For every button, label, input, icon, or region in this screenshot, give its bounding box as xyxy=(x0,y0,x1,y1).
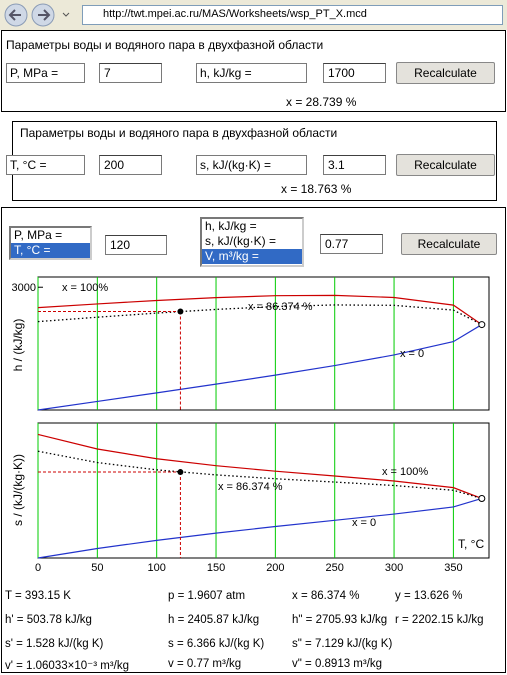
nav-buttons[interactable] xyxy=(0,0,80,30)
list-item[interactable]: P, MPa = xyxy=(14,228,63,242)
result: x = 28.739 % xyxy=(286,95,357,109)
param-list[interactable]: h, kJ/kg = s, kJ/(kg·K) = V, m³/kg = xyxy=(200,217,304,267)
panel-title: Параметры воды и водяного пара в двухфаз… xyxy=(20,126,338,140)
input[interactable]: 120 xyxy=(105,235,167,255)
calc-panel xyxy=(1,207,506,673)
input[interactable]: 7 xyxy=(99,63,162,83)
recalculate-button[interactable]: Recalculate xyxy=(396,62,495,84)
select[interactable]: P, MPa = xyxy=(6,63,85,83)
result-value: h' = 503.78 kJ/kg xyxy=(5,614,92,626)
result-value: v' = 1.06033×10⁻³ m³/kg xyxy=(5,660,129,672)
result-value: T = 393.15 K xyxy=(5,590,71,602)
select[interactable]: s, kJ/(kg·K) = xyxy=(196,155,307,175)
result-value: h" = 2705.93 kJ/kg xyxy=(292,614,388,626)
browser-bar: http://twt.mpei.ac.ru/MAS/Worksheets/wsp… xyxy=(0,0,507,30)
input[interactable]: 0.77 xyxy=(320,234,383,254)
result-value: v = 0.77 m³/kg xyxy=(168,658,242,670)
address-bar[interactable]: http://twt.mpei.ac.ru/MAS/Worksheets/wsp… xyxy=(82,5,503,25)
result-value: s = 6.366 kJ/(kg K) xyxy=(168,638,265,650)
result-value: r = 2202.15 kJ/kg xyxy=(395,614,484,626)
result-value: y = 13.626 % xyxy=(395,590,463,602)
result-value: h = 2405.87 kJ/kg xyxy=(168,614,260,626)
url: http://twt.mpei.ac.ru/MAS/Worksheets/wsp… xyxy=(103,8,367,20)
result: x = 18.763 % xyxy=(281,182,352,196)
list-item[interactable]: V, m³/kg = xyxy=(202,249,302,264)
result-value: x = 86.374 % xyxy=(292,590,360,602)
param-list[interactable]: P, MPa = T, °C = xyxy=(9,226,92,260)
recalculate-button[interactable]: Recalculate xyxy=(401,233,497,255)
result-value: s' = 1.528 kJ/(kg K) xyxy=(5,638,104,650)
list-item[interactable]: s, kJ/(kg·K) = xyxy=(205,234,277,248)
result-value: p = 1.9607 atm xyxy=(168,590,246,602)
result-value: s" = 7.129 kJ/(kg K) xyxy=(292,638,393,650)
input[interactable]: 1700 xyxy=(323,63,386,83)
list-item[interactable]: h, kJ/kg = xyxy=(205,219,257,233)
recalculate-button[interactable]: Recalculate xyxy=(396,154,495,176)
input[interactable]: 3.1 xyxy=(323,155,386,175)
input[interactable]: 200 xyxy=(99,155,162,175)
list-item[interactable]: T, °C = xyxy=(11,243,90,258)
select[interactable]: T, °C = xyxy=(6,155,85,175)
panel xyxy=(1,30,506,112)
panel-title: Параметры воды и водяного пара в двухфаз… xyxy=(6,38,324,52)
select[interactable]: h, kJ/kg = xyxy=(196,63,307,83)
result-value: v" = 0.8913 m³/kg xyxy=(292,658,383,670)
